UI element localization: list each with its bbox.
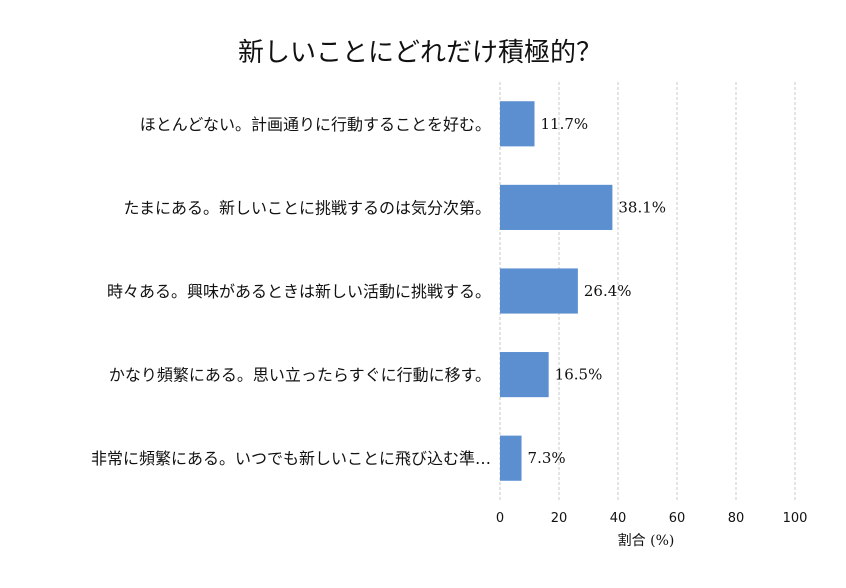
category-label-0: ほとんどない。計画通りに行動することを好む。 xyxy=(140,115,491,134)
category-label-4: 非常に頻繁にある。いつでも新しいことに飛び込む準… xyxy=(91,449,491,468)
category-label-2: 時々ある。興味があるときは新しい活動に挑戦する。 xyxy=(107,282,491,301)
x-tick-label-4: 80 xyxy=(728,511,745,526)
x-tick-label-0: 0 xyxy=(496,511,504,526)
value-label-1: 38.1% xyxy=(618,198,666,216)
value-label-0: 11.7% xyxy=(541,115,589,133)
x-tick-label-1: 20 xyxy=(551,511,568,526)
value-labels: 11.7% 38.1% 26.4% 16.5% 7.3% xyxy=(528,115,667,467)
x-tick-label-5: 100 xyxy=(783,511,808,526)
bar-0 xyxy=(500,101,535,147)
bar-2 xyxy=(500,268,578,314)
category-labels: ほとんどない。計画通りに行動することを好む。たまにある。新しいことに挑戦するのは… xyxy=(91,115,491,468)
bar-4 xyxy=(500,435,522,481)
chart-title: 新しいことにどれだけ積極的？ xyxy=(238,38,602,68)
value-label-2: 26.4% xyxy=(584,282,632,300)
x-tick-label-2: 40 xyxy=(610,511,627,526)
x-axis-label: 割合 (%) xyxy=(618,532,675,549)
bar-1 xyxy=(500,184,613,230)
x-tick-label-3: 60 xyxy=(669,511,686,526)
value-label-4: 7.3% xyxy=(528,449,566,467)
x-tick-labels: 0 20 40 60 80 100 xyxy=(496,511,808,526)
bar-3 xyxy=(500,352,549,398)
bars xyxy=(500,101,613,481)
value-label-3: 16.5% xyxy=(555,366,603,384)
category-label-3: かなり頻繁にある。思い立ったらすぐに行動に移す。 xyxy=(109,366,491,385)
category-label-1: たまにある。新しいことに挑戦するのは気分次第。 xyxy=(123,198,491,217)
